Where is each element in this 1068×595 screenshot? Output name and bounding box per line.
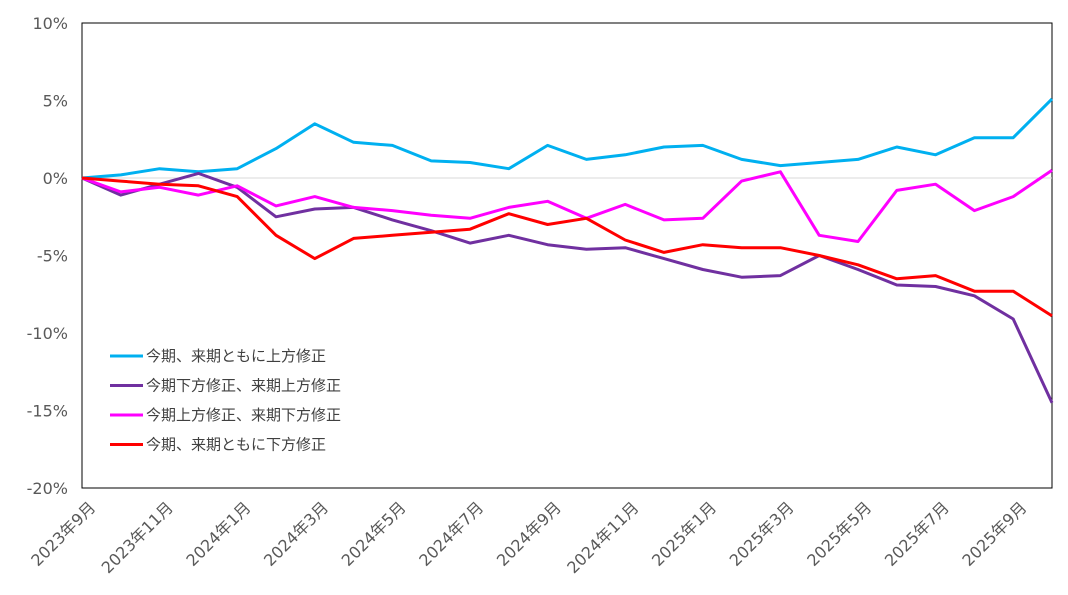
- x-tick-label: 2024年11月: [563, 498, 642, 577]
- y-tick-label: -10%: [27, 324, 68, 343]
- y-tick-label: 5%: [43, 92, 68, 111]
- legend-label: 今期、来期ともに下方修正: [146, 436, 326, 454]
- x-tick-label: 2023年9月: [27, 498, 99, 570]
- series-line-1: [81, 171, 1054, 404]
- x-tick-label: 2023年11月: [98, 498, 177, 577]
- x-tick-label: 2024年5月: [338, 498, 410, 570]
- x-tick-label: 2024年9月: [493, 498, 565, 570]
- series-line-0: [81, 97, 1054, 180]
- legend-label: 今期下方修正、来期上方修正: [146, 377, 341, 395]
- x-tick-label: 2025年3月: [726, 498, 798, 570]
- y-tick-label: -20%: [27, 479, 68, 498]
- series-line-2: [81, 169, 1053, 243]
- plot-area: [81, 22, 1053, 489]
- x-tick-label: 2024年3月: [260, 498, 332, 570]
- legend-label: 今期上方修正、来期下方修正: [146, 406, 341, 424]
- series-line-3: [81, 176, 1053, 318]
- x-tick-label: 2024年1月: [182, 498, 254, 570]
- x-tick-label: 2025年7月: [881, 498, 953, 570]
- x-tick-label: 2024年7月: [415, 498, 487, 570]
- x-tick-label: 2025年9月: [958, 498, 1030, 570]
- y-tick-label: -5%: [37, 247, 68, 266]
- x-tick-label: 2025年1月: [648, 498, 720, 570]
- x-tick-label: 2025年5月: [803, 498, 875, 570]
- y-tick-label: 10%: [32, 14, 68, 33]
- y-tick-label: 0%: [43, 169, 68, 188]
- legend-label: 今期、来期ともに上方修正: [146, 347, 326, 365]
- y-tick-label: -15%: [27, 402, 68, 421]
